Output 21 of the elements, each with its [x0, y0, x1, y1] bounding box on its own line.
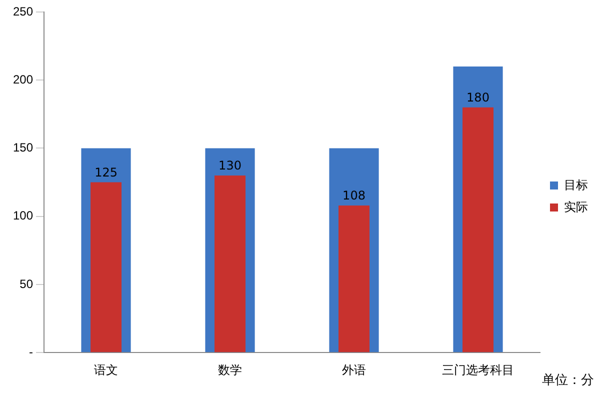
- y-tick-label: 250: [12, 4, 34, 18]
- data-label: 180: [466, 90, 490, 104]
- y-tick-label: -: [29, 344, 34, 359]
- x-tick-label: 外语: [342, 363, 366, 378]
- bar: [90, 182, 122, 352]
- x-tick-label: 语文: [94, 363, 118, 378]
- data-label: 108: [342, 188, 366, 203]
- y-tick-label: 100: [12, 208, 34, 223]
- x-tick-label: 数学: [218, 363, 242, 378]
- data-label: 125: [94, 165, 118, 180]
- y-tick-label: 150: [12, 140, 34, 155]
- data-label: 130: [218, 158, 242, 173]
- y-tick-label: 50: [20, 276, 34, 291]
- bar: [214, 175, 246, 352]
- x-tick-label: 三门选考科目: [442, 363, 514, 378]
- bar: [462, 107, 494, 352]
- legend-label: 实际: [564, 200, 588, 214]
- text: 单位：分: [542, 372, 594, 389]
- y-tick-label: 200: [12, 72, 34, 86]
- legend-label: 目标: [564, 178, 588, 192]
- bar: [338, 205, 370, 352]
